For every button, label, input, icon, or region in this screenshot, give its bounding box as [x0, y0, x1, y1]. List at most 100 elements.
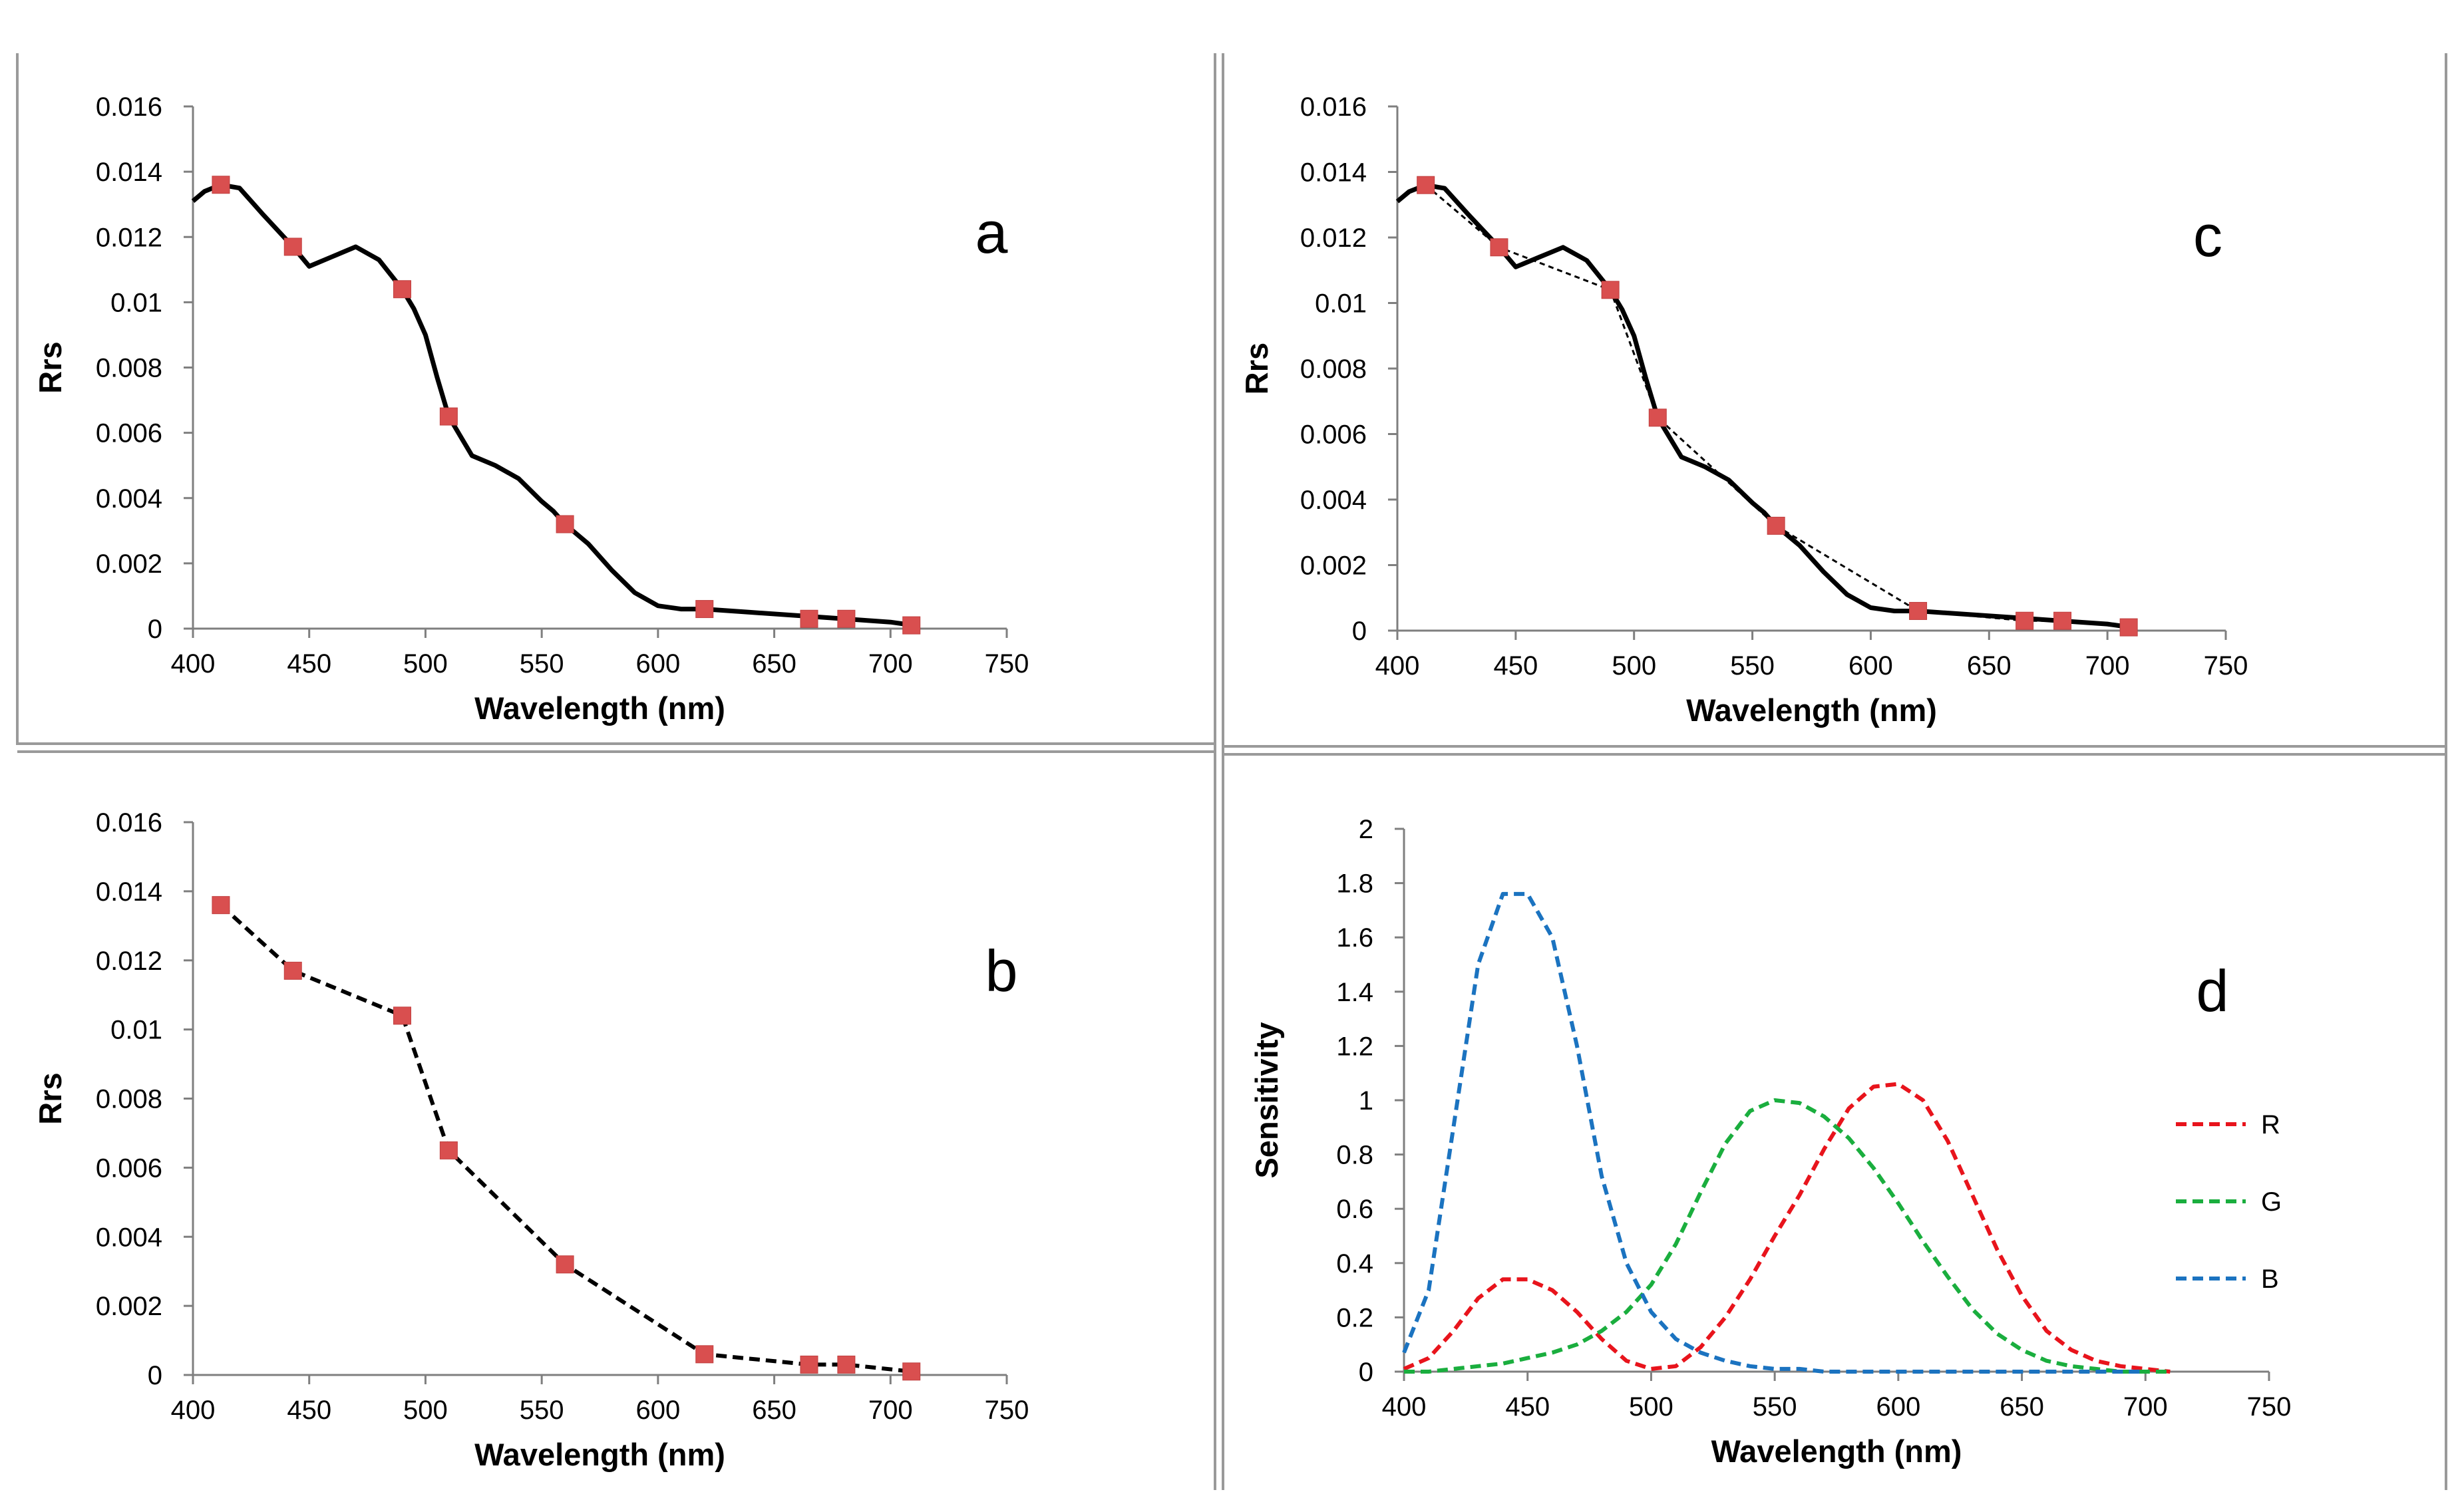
data-marker — [800, 609, 818, 628]
series-line-bands — [219, 903, 912, 1374]
chart-b: 400 450 500 550 600 650 700 750 0 0.002 0.004 0.006… — [33, 808, 1029, 1472]
x-axis-label: Wavelength (nm) — [1711, 1434, 1962, 1469]
y-tick-label: 0 — [1359, 1358, 1373, 1387]
data-marker — [1417, 176, 1435, 194]
y-tick-label: 0 — [1352, 617, 1367, 646]
x-tick-label: 600 — [635, 1396, 680, 1425]
y-tick-label: 0.2 — [1336, 1303, 1373, 1332]
x-tick-label: 750 — [985, 1396, 1029, 1425]
y-tick-label: 1.8 — [1336, 869, 1373, 899]
x-tick-label: 550 — [1730, 651, 1775, 680]
y-tick-label: 0 — [148, 1361, 162, 1390]
data-marker — [1601, 281, 1620, 299]
data-marker — [439, 407, 458, 426]
y-tick-label: 0.4 — [1336, 1249, 1373, 1279]
y-tick-label: 1.6 — [1336, 923, 1373, 953]
y-tick-label: 0.002 — [1300, 551, 1367, 581]
y-tick-label: 0.01 — [110, 288, 162, 317]
x-tick-label: 650 — [1967, 651, 2012, 680]
panel-c: c — [2193, 203, 2222, 269]
data-marker — [2053, 611, 2072, 630]
x-tick-label: 750 — [2204, 651, 2248, 680]
x-tick-label: 600 — [635, 649, 680, 679]
y-tick-label: 0.01 — [110, 1016, 162, 1045]
data-marker — [1909, 601, 1928, 620]
x-tick-label: 700 — [868, 649, 913, 679]
data-marker — [212, 896, 230, 915]
legend-label-G: G — [2261, 1187, 2282, 1217]
y-tick-label: 0.012 — [96, 223, 162, 252]
data-marker — [556, 515, 574, 533]
x-tick-label: 550 — [1753, 1392, 1797, 1422]
y-tick-label: 0.008 — [1300, 355, 1367, 384]
y-tick-label: 0.006 — [96, 419, 162, 448]
y-tick-label: 0.014 — [1300, 158, 1367, 188]
x-tick-label: 400 — [1375, 651, 1420, 680]
x-tick-label: 450 — [1505, 1392, 1550, 1422]
y-tick-label: 0 — [148, 615, 162, 644]
y-tick-label: 1.2 — [1336, 1032, 1373, 1061]
x-tick-label: 500 — [1629, 1392, 1673, 1422]
data-marker — [2119, 618, 2138, 637]
y-tick-label: 0.016 — [96, 92, 162, 122]
panel-frames — [16, 53, 2447, 1490]
panel-a-letter: a — [975, 200, 1008, 265]
series-line-R — [1403, 1082, 2171, 1374]
data-marker — [393, 280, 411, 299]
y-tick-label: 1 — [1359, 1086, 1373, 1116]
legend-label-R: R — [2261, 1110, 2280, 1139]
x-tick-label: 400 — [171, 1396, 216, 1425]
panel-d: d — [2196, 958, 2229, 1024]
y-tick-label: 0.008 — [96, 1085, 162, 1114]
x-tick-label: 500 — [1612, 651, 1656, 680]
chart-a: 400 450 500 550 600 650 700 750 0 0.002 0.004 0.006… — [33, 92, 1029, 726]
data-marker — [902, 616, 921, 635]
panel-a: a — [975, 200, 1008, 265]
x-tick-label: 750 — [2247, 1392, 2292, 1422]
x-tick-label: 650 — [2000, 1392, 2044, 1422]
y-axis-label: Rrs — [33, 1072, 68, 1124]
y-axis-label: Sensitivity — [1249, 1022, 1284, 1178]
y-tick-label: 0.008 — [96, 354, 162, 383]
data-marker — [439, 1141, 458, 1159]
x-tick-label: 550 — [520, 1396, 564, 1425]
data-marker — [1767, 516, 1785, 535]
panel-b: b — [985, 938, 1018, 1004]
legend-label-B: B — [2261, 1265, 2279, 1294]
y-tick-label: 0.002 — [96, 1292, 162, 1321]
y-tick-label: 0.012 — [96, 947, 162, 976]
data-marker — [283, 237, 302, 256]
x-tick-label: 600 — [1876, 1392, 1920, 1422]
y-tick-label: 0.012 — [1300, 224, 1367, 253]
x-tick-label: 700 — [2085, 651, 2130, 680]
y-tick-label: 0.004 — [96, 484, 162, 514]
data-marker — [695, 600, 714, 619]
x-tick-label: 400 — [1382, 1392, 1427, 1422]
data-marker — [2016, 611, 2034, 630]
x-tick-label: 650 — [752, 1396, 796, 1425]
data-marker — [837, 1355, 856, 1374]
x-tick-label: 650 — [752, 649, 796, 679]
y-tick-label: 0.6 — [1336, 1195, 1373, 1224]
series-line-bands — [1425, 184, 2129, 629]
x-tick-label: 500 — [403, 649, 448, 679]
x-tick-label: 700 — [868, 1396, 913, 1425]
data-marker — [212, 176, 230, 194]
x-tick-label: 500 — [403, 1396, 448, 1425]
series-line-B — [1402, 891, 2146, 1374]
y-tick-label: 0.004 — [96, 1223, 162, 1252]
y-tick-label: 0.006 — [96, 1153, 162, 1183]
x-axis-label: Wavelength (nm) — [1686, 692, 1937, 728]
x-tick-label: 450 — [287, 649, 331, 679]
y-tick-label: 0.8 — [1336, 1141, 1373, 1170]
panel-c-letter: c — [2193, 203, 2222, 269]
panel-b-letter: b — [985, 938, 1018, 1004]
x-axis-label: Wavelength (nm) — [474, 690, 725, 726]
data-marker — [556, 1255, 574, 1274]
y-tick-label: 0.016 — [96, 808, 162, 837]
data-marker — [283, 961, 302, 980]
data-marker — [902, 1362, 921, 1381]
y-tick-label: 0.016 — [1300, 92, 1367, 122]
y-tick-label: 0.006 — [1300, 420, 1367, 450]
